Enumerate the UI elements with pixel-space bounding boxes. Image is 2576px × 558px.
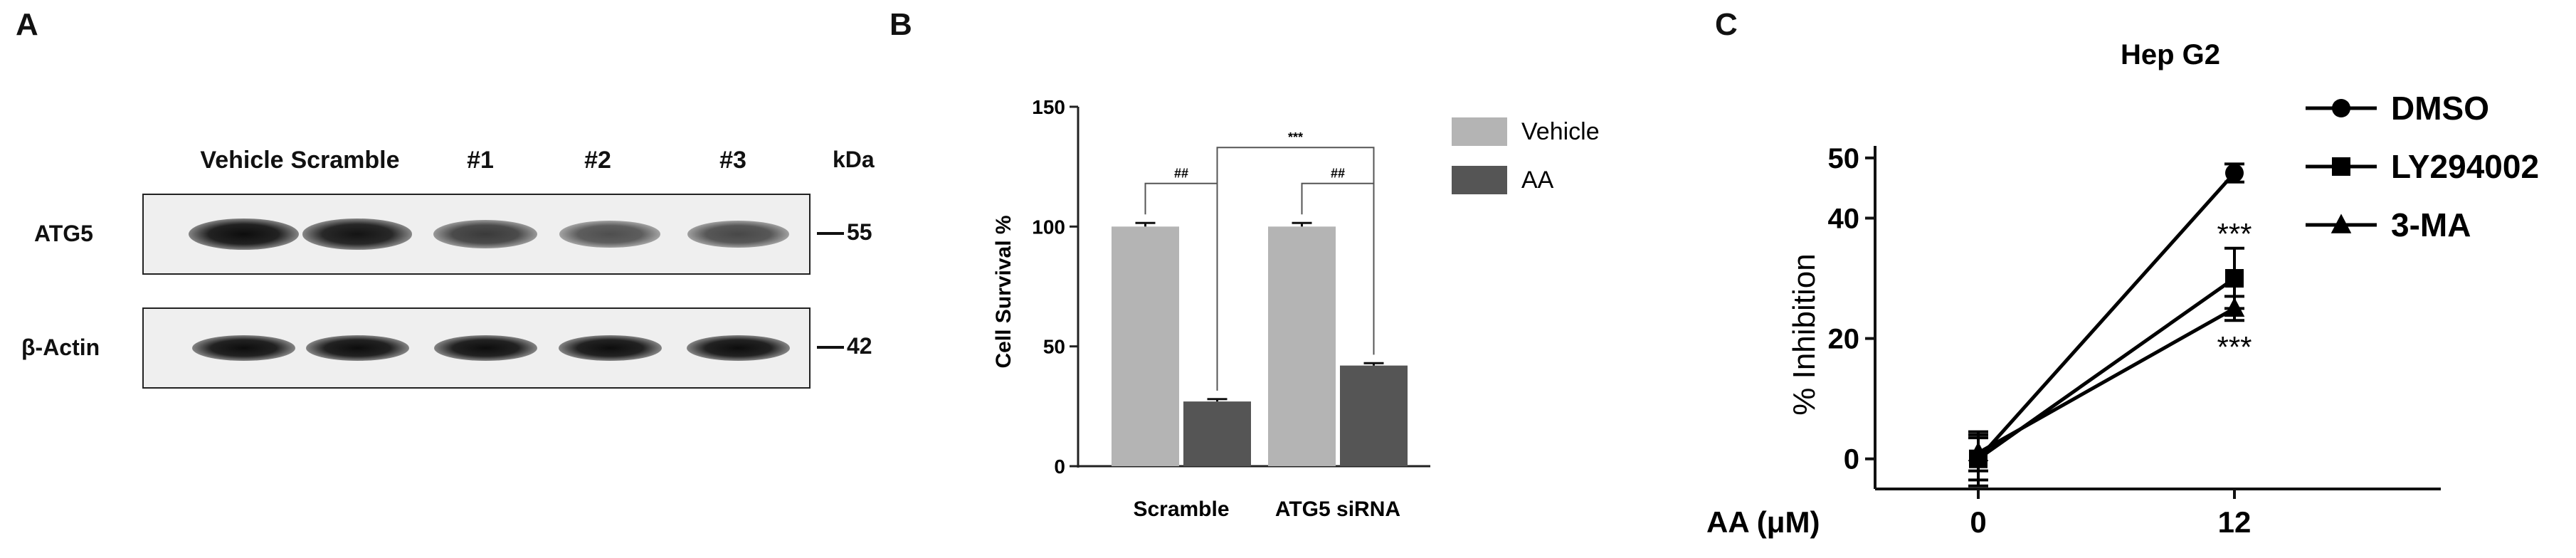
y-tick-label: 40 [1828,203,1860,234]
bar [1340,365,1408,466]
legend-label: LY294002 [2391,148,2539,185]
y-axis-label: % Inhibition [1787,253,1822,415]
blot-band [302,219,412,250]
mw-label-42: 42 [847,333,872,359]
bar [1268,226,1336,466]
data-point [2225,164,2244,183]
y-tick-label: 50 [1828,143,1860,174]
mw-label-55: 55 [847,219,872,245]
atg5-blot [142,194,811,275]
legend-swatch [1452,117,1507,146]
legend-label: AA [1521,167,1554,194]
bar-chart-svg: Cell Survival % 0 50 100 150 Scramble ATG5 si… [992,96,1600,521]
y-tick-label: 20 [1828,324,1860,355]
panel-b-bar-chart: B Cell Survival % 0 50 100 150 Scramble ATG5 … [890,0,1672,558]
x-tick-label: 12 [2218,505,2252,539]
lane-label-3: #3 [719,147,746,174]
series-line [1977,172,2236,460]
series-line [1977,307,2236,455]
x-tick-label: ATG5 siRNA [1275,498,1400,521]
y-tick-label: 50 [1043,336,1065,358]
legend-marker [2330,214,2352,233]
row-label-beta-actin: β-Actin [21,335,100,360]
blot-band [191,335,295,361]
x-tick-label: Scramble [1133,498,1229,521]
blot-band [687,220,789,248]
blot-band [433,220,537,248]
data-point [1968,441,1989,461]
x-axis-label: AA (μM) [1706,505,1820,539]
y-tick-label: 0 [1054,456,1065,478]
y-axis-label: Cell Survival % [992,215,1015,368]
mw-marker-42 [817,346,844,349]
data-point [2225,269,2244,288]
beta-actin-blot [142,307,811,389]
panel-a-western-blot: A Vehicle Scramble #1 #2 #3 kDa ATG5 55 … [0,0,890,558]
significance-label: ## [1174,167,1188,181]
lane-label-vehicle: Vehicle [200,147,284,174]
blot-band [559,221,660,248]
data-point [2224,297,2245,317]
legend-label: DMSO [2391,90,2489,127]
lane-label-1: #1 [467,147,494,174]
bar [1112,226,1179,466]
legend-label: Vehicle [1521,118,1600,145]
legend-marker [2332,99,2350,117]
lane-label-scramble: Scramble [290,147,400,174]
line-chart-svg: Hep G2 % Inhibition AA (μM) 0 20 40 50 0 12 *… [1706,39,2539,539]
significance-label: *** [2217,330,2252,364]
blot-band [686,335,790,361]
y-tick-label: 150 [1032,96,1065,118]
significance-bracket [1216,147,1375,391]
blot-band [188,219,299,250]
legend-swatch [1452,166,1507,194]
chart-title: Hep G2 [2121,39,2220,70]
panel-c-line-chart: C Hep G2 % Inhibition AA (μM) 0 20 40 50 0 12… [1672,0,2576,558]
panel-letter-c: C [1715,7,1738,42]
lane-label-2: #2 [584,147,611,174]
significance-label: *** [2217,217,2252,251]
mw-marker-55 [817,232,844,235]
legend-marker [2332,157,2350,176]
kda-label: kDa [833,147,875,172]
significance-label: ## [1331,167,1345,181]
row-label-atg5: ATG5 [34,221,93,246]
y-tick-label: 100 [1032,216,1065,238]
y-tick-label: 0 [1844,444,1859,475]
blot-band [558,335,662,361]
panel-letter-a: A [16,7,38,42]
panel-letter-b: B [890,7,912,42]
bar [1183,401,1251,466]
x-tick-label: 0 [1970,505,1986,539]
significance-label: *** [1288,130,1303,144]
blot-band [433,335,537,361]
legend-label: 3-MA [2391,206,2471,243]
blot-band [305,335,409,361]
